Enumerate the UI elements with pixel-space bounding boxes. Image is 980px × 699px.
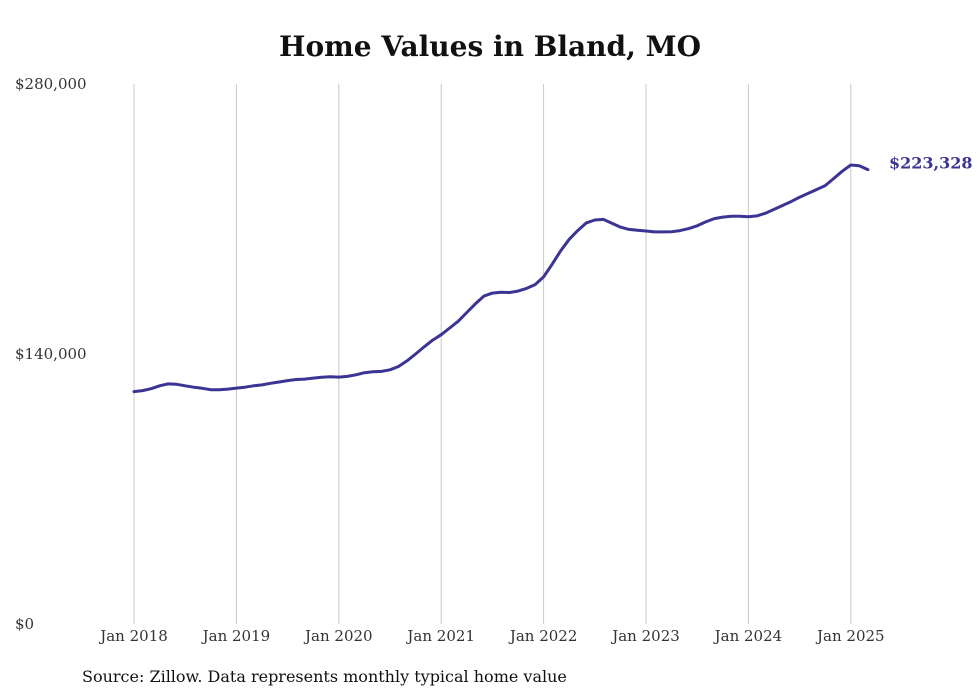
x-tick-label: Jan 2022: [508, 627, 578, 645]
chart-title: Home Values in Bland, MO: [279, 30, 701, 63]
x-tick-label: Jan 2024: [713, 627, 783, 645]
x-tick-label: Jan 2020: [303, 627, 373, 645]
y-tick-label: $140,000: [15, 345, 87, 363]
x-tick-label: Jan 2018: [98, 627, 168, 645]
x-axis-tick-labels: Jan 2018 Jan 2019 Jan 2020 Jan 2021 Jan 2022…: [98, 627, 884, 645]
x-tick-label: Jan 2023: [610, 627, 680, 645]
x-tick-label: Jan 2019: [201, 627, 271, 645]
y-tick-label: $280,000: [15, 75, 87, 93]
series-layer: [132, 163, 870, 394]
x-tick-label: Jan 2021: [405, 627, 475, 645]
grid-lines: [133, 84, 852, 624]
y-tick-label: $0: [15, 615, 34, 633]
y-axis-tick-labels: $0 $140,000 $280,000: [15, 75, 87, 633]
end-value-label: $223,328: [889, 154, 973, 173]
source-note: Source: Zillow. Data represents monthly …: [82, 667, 567, 686]
x-tick-label: Jan 2025: [815, 627, 885, 645]
series-line: [132, 163, 870, 394]
